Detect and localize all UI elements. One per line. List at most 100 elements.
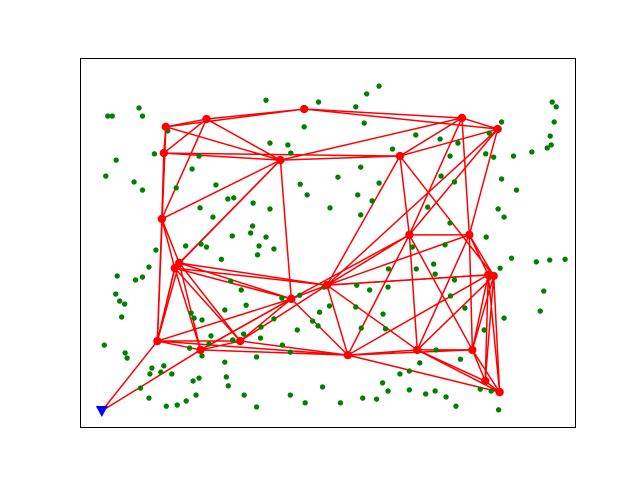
sample-point xyxy=(327,205,333,211)
sample-point xyxy=(548,142,554,148)
sample-point xyxy=(380,311,386,317)
sample-point xyxy=(385,266,392,272)
sample-point xyxy=(510,153,517,159)
sample-point xyxy=(137,385,144,391)
sample-point xyxy=(169,371,175,377)
sample-point xyxy=(501,214,507,220)
graph-edge xyxy=(279,160,293,299)
sample-point xyxy=(354,282,360,288)
sample-point xyxy=(222,359,228,365)
sample-point xyxy=(109,113,115,119)
sample-point xyxy=(316,309,323,315)
start-layer xyxy=(95,405,108,417)
sample-point xyxy=(196,375,202,381)
sample-point xyxy=(533,259,540,265)
sample-point xyxy=(285,142,291,148)
graph-edge xyxy=(163,152,281,161)
graph-edge xyxy=(239,298,292,342)
sample-point xyxy=(271,316,277,322)
sample-point xyxy=(208,333,214,339)
sample-point xyxy=(376,83,382,89)
sample-point xyxy=(256,243,262,249)
graph-node xyxy=(493,124,502,134)
graph-edge xyxy=(163,118,207,154)
graph-edge xyxy=(178,262,241,342)
graph-edge xyxy=(174,267,292,300)
graph-node xyxy=(153,336,162,346)
sample-point xyxy=(118,314,125,320)
graph-edge xyxy=(399,117,463,157)
sample-point xyxy=(413,132,419,138)
sample-point xyxy=(490,154,497,160)
sample-point xyxy=(366,287,373,293)
sample-point xyxy=(326,303,333,309)
nodes-layer xyxy=(153,104,504,397)
sample-point xyxy=(241,392,247,398)
plot-frame xyxy=(80,58,576,428)
sample-point xyxy=(547,133,553,139)
graph-edge xyxy=(240,340,348,356)
sample-point xyxy=(363,91,370,97)
sample-point xyxy=(453,403,459,409)
sample-point xyxy=(287,349,294,355)
sample-point xyxy=(131,179,137,185)
sample-point xyxy=(174,402,180,408)
sample-point xyxy=(553,104,559,110)
sample-point xyxy=(113,157,119,163)
sample-point xyxy=(432,271,438,277)
sample-point xyxy=(139,113,146,119)
sample-point xyxy=(267,206,273,212)
sample-point xyxy=(198,241,204,247)
sample-point xyxy=(297,292,303,298)
sample-point xyxy=(483,151,489,157)
sample-point xyxy=(254,252,261,258)
sample-point xyxy=(279,342,286,348)
graph-edge xyxy=(200,340,241,351)
graph-edge xyxy=(468,234,489,276)
sample-point xyxy=(335,174,341,180)
sample-point xyxy=(249,223,256,229)
graph-node xyxy=(395,151,405,161)
graph-edge xyxy=(304,108,498,130)
sample-point xyxy=(173,185,179,191)
graph-edge xyxy=(174,267,202,351)
graph-edge xyxy=(174,267,328,286)
graph-node xyxy=(468,345,477,355)
sample-point xyxy=(203,244,210,250)
sample-point xyxy=(379,380,386,386)
graph-node xyxy=(322,280,332,290)
sample-point xyxy=(225,196,231,202)
sample-point xyxy=(105,113,111,119)
sample-point xyxy=(196,153,202,159)
sample-point xyxy=(315,323,321,329)
graph-node xyxy=(196,345,205,355)
edges-layer xyxy=(101,108,501,412)
sample-point xyxy=(225,383,232,389)
sample-point xyxy=(223,374,230,380)
sample-point xyxy=(406,387,413,393)
sample-point xyxy=(229,233,235,239)
graph-edge xyxy=(239,284,328,342)
graph-edge xyxy=(156,218,163,342)
graph-node xyxy=(495,387,504,397)
graph-edge xyxy=(200,349,348,356)
sample-point xyxy=(197,205,203,211)
sample-point xyxy=(146,395,152,401)
sample-point xyxy=(153,247,159,253)
sample-point xyxy=(309,318,316,324)
graph-edge xyxy=(326,234,410,286)
sample-point xyxy=(547,257,553,263)
sample-point xyxy=(294,327,300,333)
sample-point xyxy=(537,308,543,314)
sample-point xyxy=(186,345,193,351)
sample-point xyxy=(541,288,547,294)
sample-point xyxy=(218,256,225,262)
sample-point xyxy=(210,214,216,220)
sample-point xyxy=(231,195,237,201)
graph-edge xyxy=(161,126,167,219)
sample-point xyxy=(319,384,326,390)
sample-point xyxy=(230,337,236,343)
graph-edge xyxy=(461,117,498,130)
graph-edge xyxy=(484,275,495,382)
sample-point xyxy=(353,104,359,110)
